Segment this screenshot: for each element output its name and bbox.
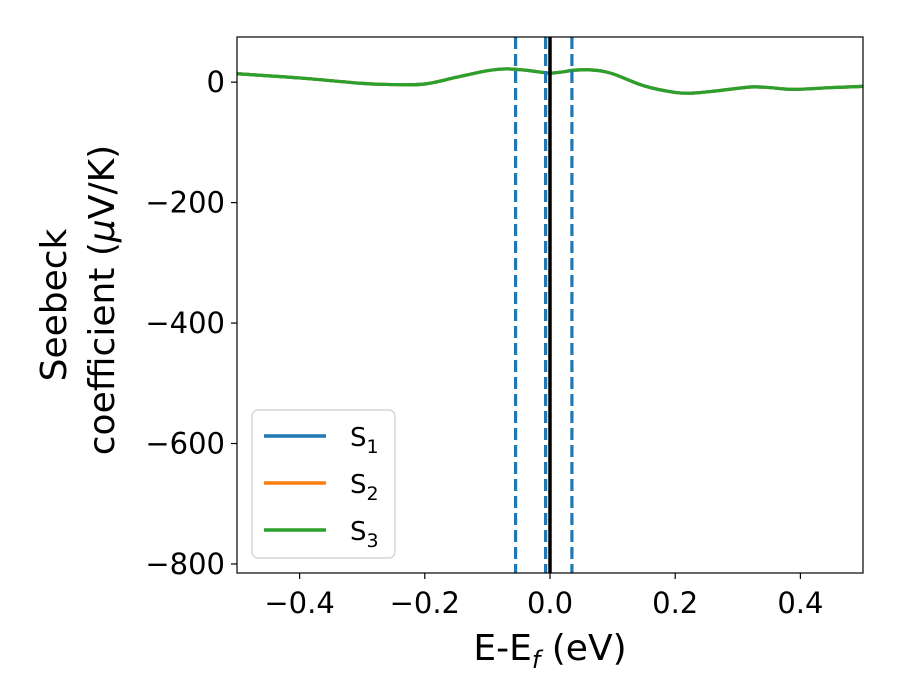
y-axis-label-line1: Seebeck [34,228,75,381]
legend-label-s2: S2 [350,470,379,505]
x-tick-label: 0.4 [777,586,823,620]
y-tick-label: 0 [207,65,225,99]
y-tick-label: −200 [145,186,225,220]
legend-label-s3: S3 [350,517,379,552]
x-tick-label: −0.2 [390,586,460,620]
y-axis-label: Seebeck coefficient (μV/K) [34,145,123,455]
series-layer [237,67,863,95]
x-axis-label: E-Ef (eV) [473,628,626,674]
x-tick-label: 0.0 [527,586,573,620]
series-line-s3 [237,67,863,95]
x-tick-label: 0.2 [652,586,698,620]
x-axis-ticks: −0.4 −0.2 0.0 0.2 0.4 [264,573,823,620]
x-tick-label: −0.4 [264,586,334,620]
y-axis-ticks: 0 −200 −400 −600 −800 [145,65,237,581]
legend: S1 S2 S3 [251,409,396,559]
y-axis-label-line2: coefficient (μV/K) [82,145,123,455]
y-tick-label: −600 [145,427,225,461]
legend-label-s1: S1 [350,423,379,458]
reference-lines [513,37,574,573]
y-tick-label: −800 [145,547,225,581]
y-tick-label: −400 [145,306,225,340]
